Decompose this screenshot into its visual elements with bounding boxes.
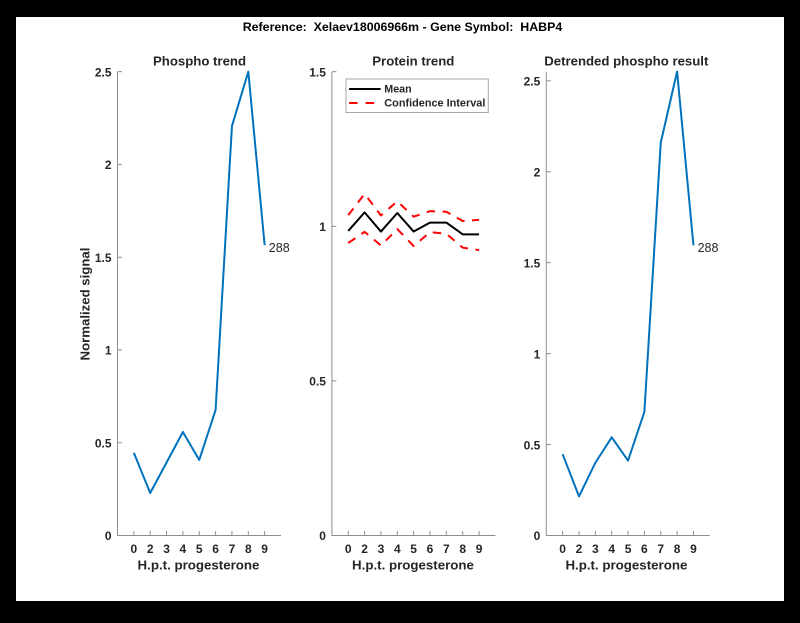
svg-text:1.5: 1.5 [309,65,326,79]
svg-text:5: 5 [625,542,632,556]
svg-text:Normalized signal: Normalized signal [77,248,92,361]
svg-text:0: 0 [105,529,112,543]
svg-text:H.p.t. progesterone: H.p.t. progesterone [565,557,687,572]
svg-text:7: 7 [657,542,664,556]
svg-text:3: 3 [378,542,385,556]
svg-text:0.5: 0.5 [524,438,541,452]
svg-text:3: 3 [592,542,599,556]
svg-text:4: 4 [394,542,401,556]
svg-text:0: 0 [534,529,541,543]
svg-text:5: 5 [196,542,203,556]
svg-text:2: 2 [361,542,368,556]
svg-text:3: 3 [163,542,170,556]
svg-text:0: 0 [319,529,326,543]
svg-text:6: 6 [641,542,648,556]
svg-text:1.5: 1.5 [95,251,112,265]
svg-text:288: 288 [698,241,719,255]
svg-text:6: 6 [427,542,434,556]
svg-text:Mean: Mean [384,83,411,95]
svg-text:Detrended phospho result: Detrended phospho result [544,54,709,69]
svg-text:1.5: 1.5 [524,256,541,270]
svg-text:9: 9 [261,542,268,556]
svg-text:8: 8 [245,542,252,556]
svg-text:Phospho trend: Phospho trend [153,54,246,69]
svg-text:0: 0 [345,542,352,556]
svg-text:9: 9 [690,542,697,556]
svg-text:0: 0 [131,542,138,556]
svg-text:288: 288 [269,241,290,255]
svg-text:8: 8 [459,542,466,556]
svg-text:1: 1 [534,347,541,361]
svg-text:5: 5 [410,542,417,556]
svg-text:H.p.t. progesterone: H.p.t. progesterone [138,557,260,572]
svg-text:0: 0 [559,542,566,556]
svg-text:Reference: Xelaev18006966m -: Reference: Xelaev18006966m - Gene Symbol… [243,20,563,34]
svg-text:9: 9 [476,542,483,556]
svg-text:2: 2 [105,158,112,172]
svg-text:0.5: 0.5 [309,375,326,389]
svg-text:7: 7 [443,542,450,556]
svg-text:2: 2 [576,542,583,556]
svg-text:1: 1 [319,220,326,234]
svg-text:H.p.t. progesterone: H.p.t. progesterone [352,557,474,572]
svg-text:2: 2 [147,542,154,556]
svg-text:2: 2 [534,165,541,179]
svg-text:4: 4 [180,542,187,556]
svg-text:2.5: 2.5 [524,74,541,88]
svg-text:1: 1 [105,344,112,358]
svg-text:2.5: 2.5 [95,65,112,79]
svg-text:Protein trend: Protein trend [372,54,454,69]
svg-text:7: 7 [229,542,236,556]
svg-text:8: 8 [674,542,681,556]
svg-text:6: 6 [212,542,219,556]
svg-text:0.5: 0.5 [95,436,112,450]
svg-text:Confidence Interval: Confidence Interval [384,97,485,109]
svg-text:4: 4 [608,542,615,556]
